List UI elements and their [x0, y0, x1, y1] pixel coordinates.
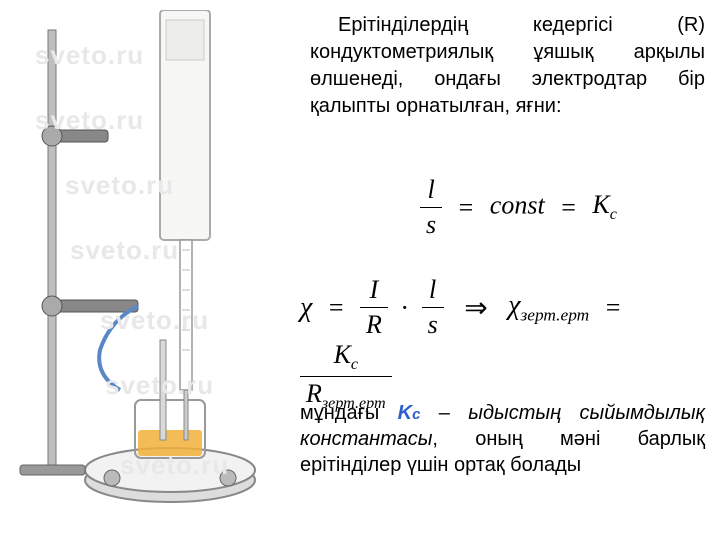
- eq2-arrow: ⇒: [450, 291, 501, 325]
- eq1-frac-den: s: [420, 208, 442, 240]
- watermark-7: sveto.ru: [120, 450, 229, 481]
- eq1-equals-1: =: [449, 193, 484, 223]
- watermark-6: sveto.ru: [105, 370, 214, 401]
- eq1-K: K: [592, 190, 609, 219]
- eq1-K-sub: c: [610, 207, 617, 224]
- watermark-4: sveto.ru: [70, 235, 179, 266]
- eq2-frac2-num: l: [422, 275, 444, 308]
- eq2-frac2-den: s: [422, 308, 444, 340]
- watermark-1: sveto.ru: [35, 40, 144, 71]
- eq2-chi: χ: [300, 292, 312, 324]
- eq2-chi2-sub: зерт.ерт: [520, 305, 589, 324]
- watermark-2: sveto.ru: [35, 105, 144, 136]
- eq1-const: const: [490, 190, 545, 219]
- eq2-eq2: =: [596, 293, 631, 323]
- eq2-frac1-num: I: [360, 275, 388, 308]
- eq2-chi2: χзерт.ерт: [508, 290, 589, 326]
- apparatus-illustration: sveto.ru sveto.ru sveto.ru sveto.ru svet…: [10, 10, 300, 520]
- para2-kc: Kс: [398, 402, 421, 424]
- intro-text: Ерітінділердің кедергісі (R) кондуктомет…: [310, 12, 705, 120]
- eq2-frac1-den: R: [360, 308, 388, 340]
- watermark-5: sveto.ru: [100, 305, 209, 336]
- intro-paragraph: Ерітінділердің кедергісі (R) кондуктомет…: [310, 12, 705, 120]
- watermark-3: sveto.ru: [65, 170, 174, 201]
- para2-dash: –: [420, 402, 468, 424]
- para2-lead: мұндағы: [300, 402, 398, 424]
- equation-chi: χ = I R · l s ⇒ χзерт.ерт = Kc Rзерт.ерт: [300, 275, 710, 355]
- eq2-dot: ·: [394, 293, 415, 323]
- equation-kc-definition: l s = const = Kc: [420, 175, 670, 245]
- definition-paragraph: мұндағы Kс – ыдыстың сыйымдылық констант…: [300, 400, 705, 478]
- eq1-equals-2: =: [551, 193, 586, 223]
- eq1-frac-num: l: [420, 175, 442, 208]
- eq2-eq1: =: [319, 293, 354, 323]
- eq2-frac3-num: Kc: [300, 340, 392, 377]
